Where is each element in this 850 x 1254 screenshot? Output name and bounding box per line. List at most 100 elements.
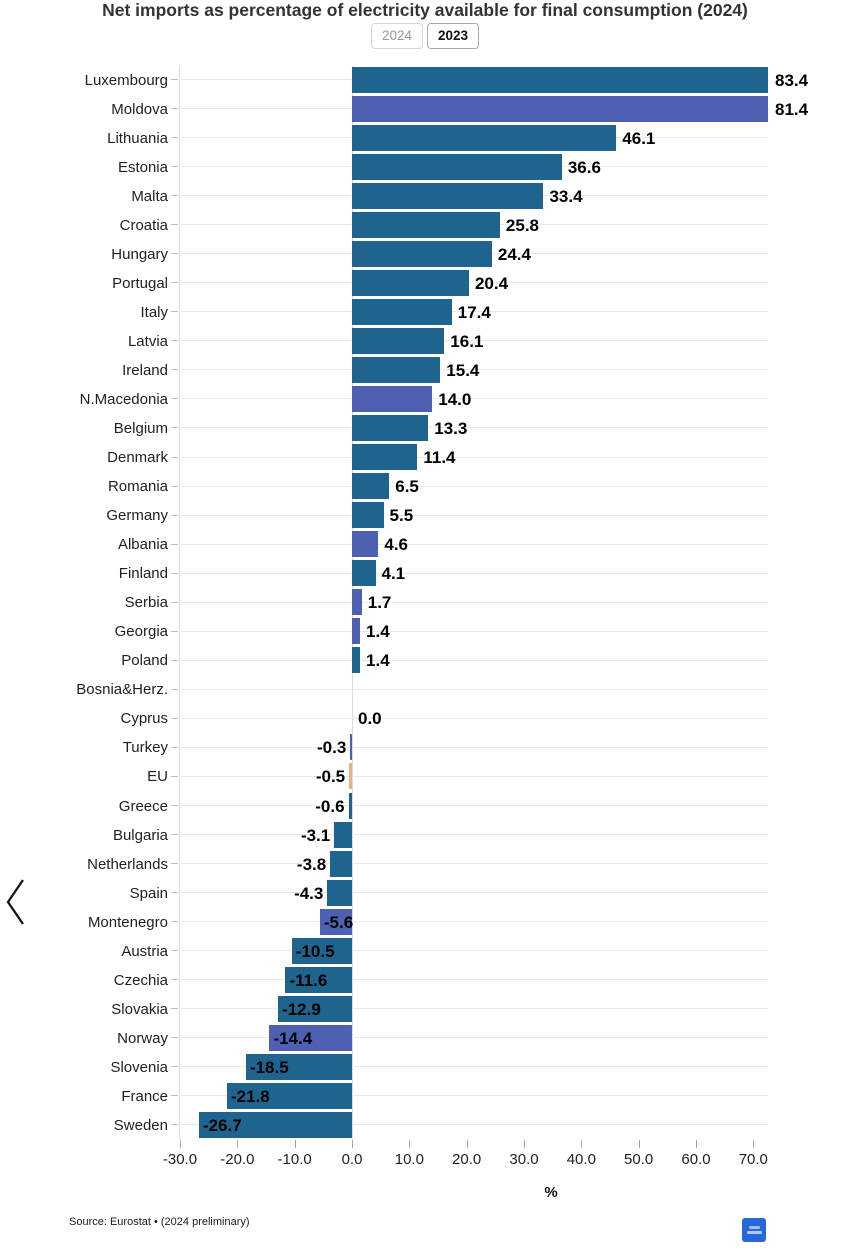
x-axis-tick <box>466 1140 468 1148</box>
logo-text-line <box>748 1226 760 1229</box>
category-tick <box>171 485 178 487</box>
x-axis-tick-label: 20.0 <box>452 1151 482 1168</box>
bar-finland[interactable] <box>352 560 376 587</box>
value-label: 83.4 <box>775 70 809 90</box>
x-axis-tick <box>638 1140 640 1148</box>
category-label: Austria <box>121 942 168 960</box>
gridline <box>179 543 768 545</box>
bar-germany[interactable] <box>352 502 384 529</box>
bar-greece[interactable] <box>348 792 352 819</box>
category-tick <box>171 456 178 458</box>
x-axis-tick-label: 70.0 <box>738 1151 768 1168</box>
bar-portugal[interactable] <box>352 269 469 296</box>
bar-latvia[interactable] <box>352 327 445 354</box>
x-axis-tick <box>581 1140 583 1148</box>
x-axis-tick <box>523 1140 525 1148</box>
gridline <box>179 688 768 690</box>
category-tick <box>171 892 178 894</box>
value-label: 0.0 <box>358 709 382 729</box>
gridline <box>179 1008 768 1010</box>
bar-albania[interactable] <box>352 531 379 558</box>
value-label: -3.8 <box>296 854 327 874</box>
bar-spain[interactable] <box>327 879 352 906</box>
bar-ireland[interactable] <box>352 356 441 383</box>
bar-serbia[interactable] <box>352 589 362 616</box>
value-label: -0.3 <box>316 738 347 758</box>
toggle-2023[interactable]: 2023 <box>427 23 480 49</box>
gridline <box>179 369 768 371</box>
x-axis-tick <box>180 1140 181 1148</box>
x-axis-tick <box>409 1140 411 1148</box>
bar-norway[interactable] <box>269 1024 352 1051</box>
value-label: 11.4 <box>423 448 456 468</box>
bar-sweden[interactable] <box>198 1111 352 1138</box>
value-label: -21.8 <box>231 1086 270 1106</box>
bar-slovenia[interactable] <box>245 1053 352 1080</box>
value-label: -12.9 <box>282 999 321 1019</box>
category-label: Luxembourg <box>84 71 168 89</box>
category-label: Ireland <box>122 361 168 379</box>
toggle-2024[interactable]: 2024 <box>370 23 423 49</box>
value-label: 4.1 <box>381 564 406 584</box>
gridline <box>179 1124 768 1126</box>
x-axis-tick <box>294 1140 296 1148</box>
bar-romania[interactable] <box>352 473 390 500</box>
source-note: Source: Eurostat • (2024 preliminary) <box>69 1216 250 1228</box>
category-label: Norway <box>117 1029 168 1047</box>
bar-poland[interactable] <box>352 647 361 674</box>
bar-georgia[interactable] <box>352 618 361 645</box>
x-axis-tick-label: 30.0 <box>509 1151 539 1168</box>
bar-moldova[interactable] <box>352 95 768 122</box>
bar-estonia[interactable] <box>352 153 562 180</box>
category-tick <box>171 688 178 690</box>
category-label: Estonia <box>117 158 168 176</box>
bar-bulgaria[interactable] <box>334 821 352 848</box>
bar-turkey[interactable] <box>350 734 352 761</box>
category-label: Italy <box>140 303 168 321</box>
category-label: Hungary <box>111 245 168 263</box>
category-tick <box>171 137 178 139</box>
bar-n-macedonia[interactable] <box>352 385 433 412</box>
brand-logo[interactable] <box>742 1218 766 1242</box>
category-label: Czechia <box>113 971 168 989</box>
value-label: 1.4 <box>366 622 390 642</box>
x-axis-tick-label: -30.0 <box>162 1151 198 1168</box>
category-label: Slovenia <box>110 1058 168 1076</box>
category-tick <box>171 1008 178 1010</box>
category-label: Lithuania <box>107 129 168 147</box>
value-label: 81.4 <box>775 99 809 119</box>
bar-eu[interactable] <box>349 763 352 790</box>
bar-hungary[interactable] <box>352 240 492 267</box>
category-label: Cyprus <box>120 710 168 728</box>
bar-malta[interactable] <box>352 182 544 209</box>
bar-france[interactable] <box>227 1082 352 1109</box>
gridline <box>179 1037 768 1039</box>
value-label: 36.6 <box>567 157 601 177</box>
category-tick <box>171 311 178 313</box>
category-tick <box>171 340 178 342</box>
bar-italy[interactable] <box>352 298 452 325</box>
bar-croatia[interactable] <box>352 211 500 238</box>
bar-slovakia[interactable] <box>278 995 352 1022</box>
category-label: Turkey <box>122 739 168 757</box>
category-label: EU <box>147 768 168 786</box>
bar-montenegro[interactable] <box>319 908 352 935</box>
category-label: Sweden <box>113 1116 168 1134</box>
bar-lithuania[interactable] <box>352 124 617 151</box>
carousel-prev-button[interactable] <box>3 877 27 927</box>
bar-belgium[interactable] <box>352 414 429 441</box>
bar-austria[interactable] <box>291 937 352 964</box>
gridline <box>179 1066 768 1068</box>
value-label: -5.6 <box>323 912 354 932</box>
bar-czechia[interactable] <box>285 966 352 993</box>
value-label: 20.4 <box>474 273 509 293</box>
category-label: Romania <box>107 478 168 496</box>
bar-luxembourg[interactable] <box>352 66 768 93</box>
gridline <box>179 775 768 777</box>
bar-denmark[interactable] <box>352 444 418 471</box>
bar-netherlands[interactable] <box>330 850 352 877</box>
gridline <box>179 892 768 894</box>
category-label: Spain <box>129 884 168 902</box>
